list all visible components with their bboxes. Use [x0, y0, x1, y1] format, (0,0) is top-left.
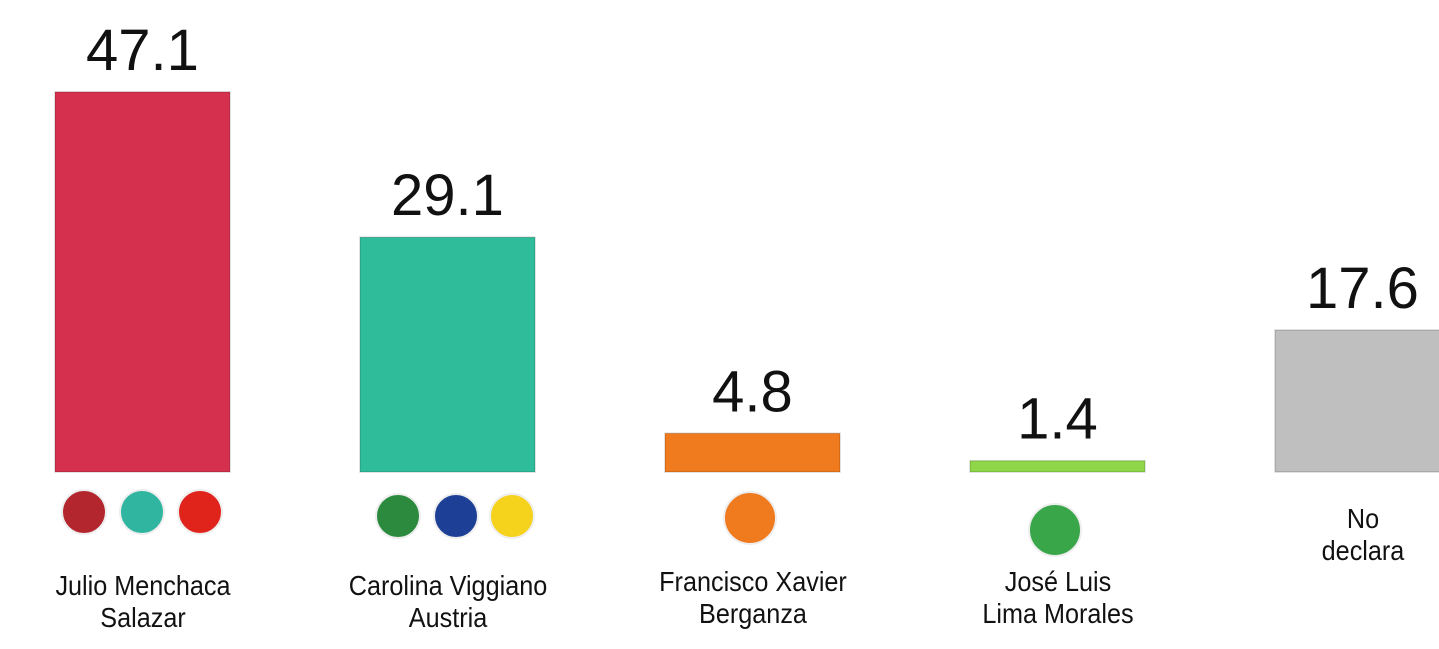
category-label: Francisco Xavier Berganza: [658, 566, 847, 629]
value-label: 17.6: [1306, 256, 1419, 321]
bar: [664, 432, 841, 473]
logo: [1028, 503, 1082, 557]
category-label: José Luis Lima Morales: [981, 566, 1134, 629]
bar: [1274, 329, 1439, 473]
value-label: 29.1: [391, 163, 504, 228]
logo: [61, 489, 107, 535]
logo: [177, 489, 223, 535]
category-label: Julio Menchaca Salazar: [54, 570, 231, 633]
logo: [119, 489, 165, 535]
party-logos: [61, 489, 1082, 557]
value-label: 4.8: [712, 359, 793, 424]
category-label: Carolina Viggiano Austria: [348, 570, 547, 633]
category-label: No declara: [1321, 503, 1404, 566]
logo: [375, 493, 421, 539]
bar: [969, 459, 1146, 473]
logo: [433, 493, 479, 539]
value-label: 47.1: [86, 18, 199, 83]
value-label: 1.4: [1017, 387, 1098, 452]
logo: [489, 493, 535, 539]
bar: [54, 91, 231, 473]
logo: [723, 491, 777, 545]
bar: [359, 236, 536, 473]
